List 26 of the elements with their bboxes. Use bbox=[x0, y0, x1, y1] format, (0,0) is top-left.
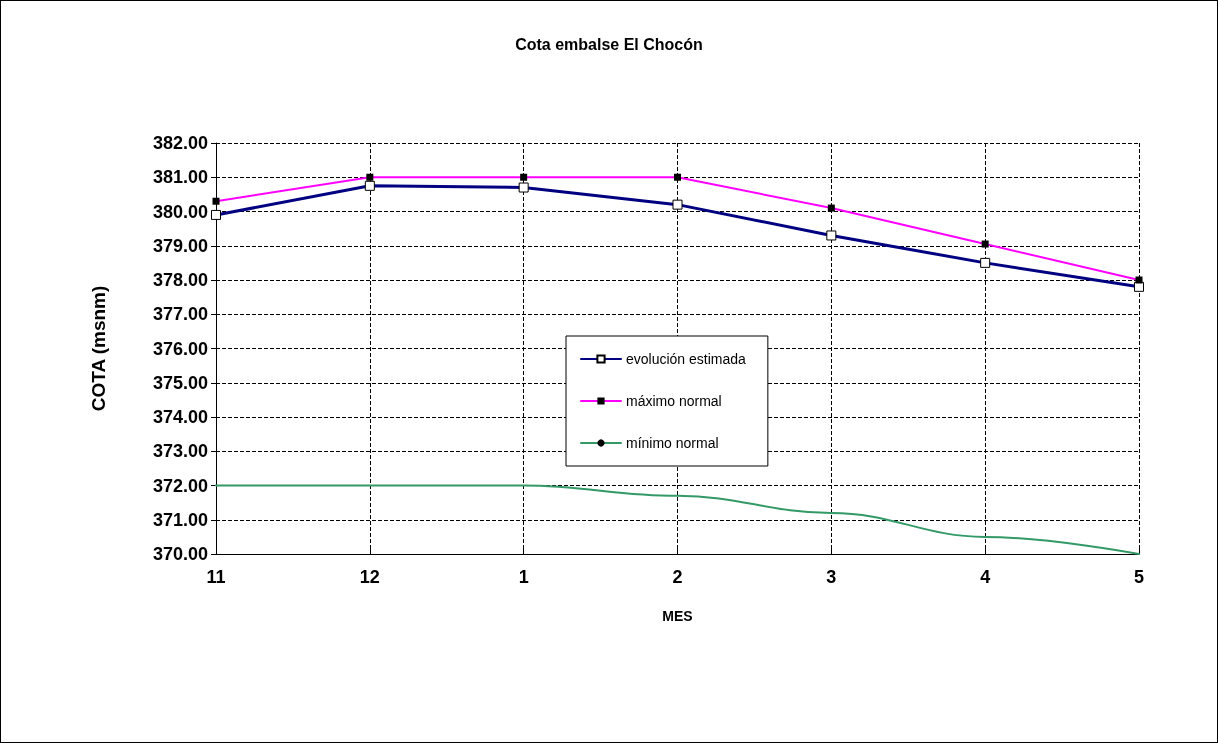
x-tick-label: 11 bbox=[206, 567, 226, 587]
chart-title: Cota embalse El Chocón bbox=[515, 35, 703, 53]
x-tick-label: 1 bbox=[518, 567, 529, 587]
y-tick-label: 376.00 bbox=[152, 338, 208, 359]
y-tick-label: 375.00 bbox=[152, 372, 208, 393]
y-tick-label: 378.00 bbox=[152, 270, 208, 290]
x-tick-label: 2 bbox=[672, 567, 683, 587]
y-tick-label: 370.00 bbox=[152, 544, 208, 564]
y-tick-label: 377.00 bbox=[152, 304, 208, 325]
y-axis-title: COTA (msnm) bbox=[88, 285, 109, 412]
legend-label: máximo normal bbox=[626, 393, 722, 409]
y-tick-label: 379.00 bbox=[152, 235, 208, 256]
y-tick-label: 373.00 bbox=[152, 441, 208, 462]
y-tick-label: 371.00 bbox=[152, 509, 208, 530]
x-tick-label: 3 bbox=[826, 567, 837, 587]
y-tick-label: 372.00 bbox=[152, 475, 208, 496]
x-tick-label: 12 bbox=[359, 567, 380, 587]
x-tick-label: 4 bbox=[980, 567, 991, 587]
legend-label: mínimo normal bbox=[626, 435, 719, 451]
x-tick-label: 5 bbox=[1133, 567, 1145, 587]
y-tick-label: 381.00 bbox=[152, 167, 208, 188]
legend-label: evolución estimada bbox=[626, 351, 747, 367]
y-tick-label: 380.00 bbox=[152, 201, 208, 222]
y-tick-label: 382.00 bbox=[152, 133, 208, 153]
y-tick-label: 374.00 bbox=[152, 407, 208, 427]
x-axis-title: MES bbox=[662, 608, 693, 624]
